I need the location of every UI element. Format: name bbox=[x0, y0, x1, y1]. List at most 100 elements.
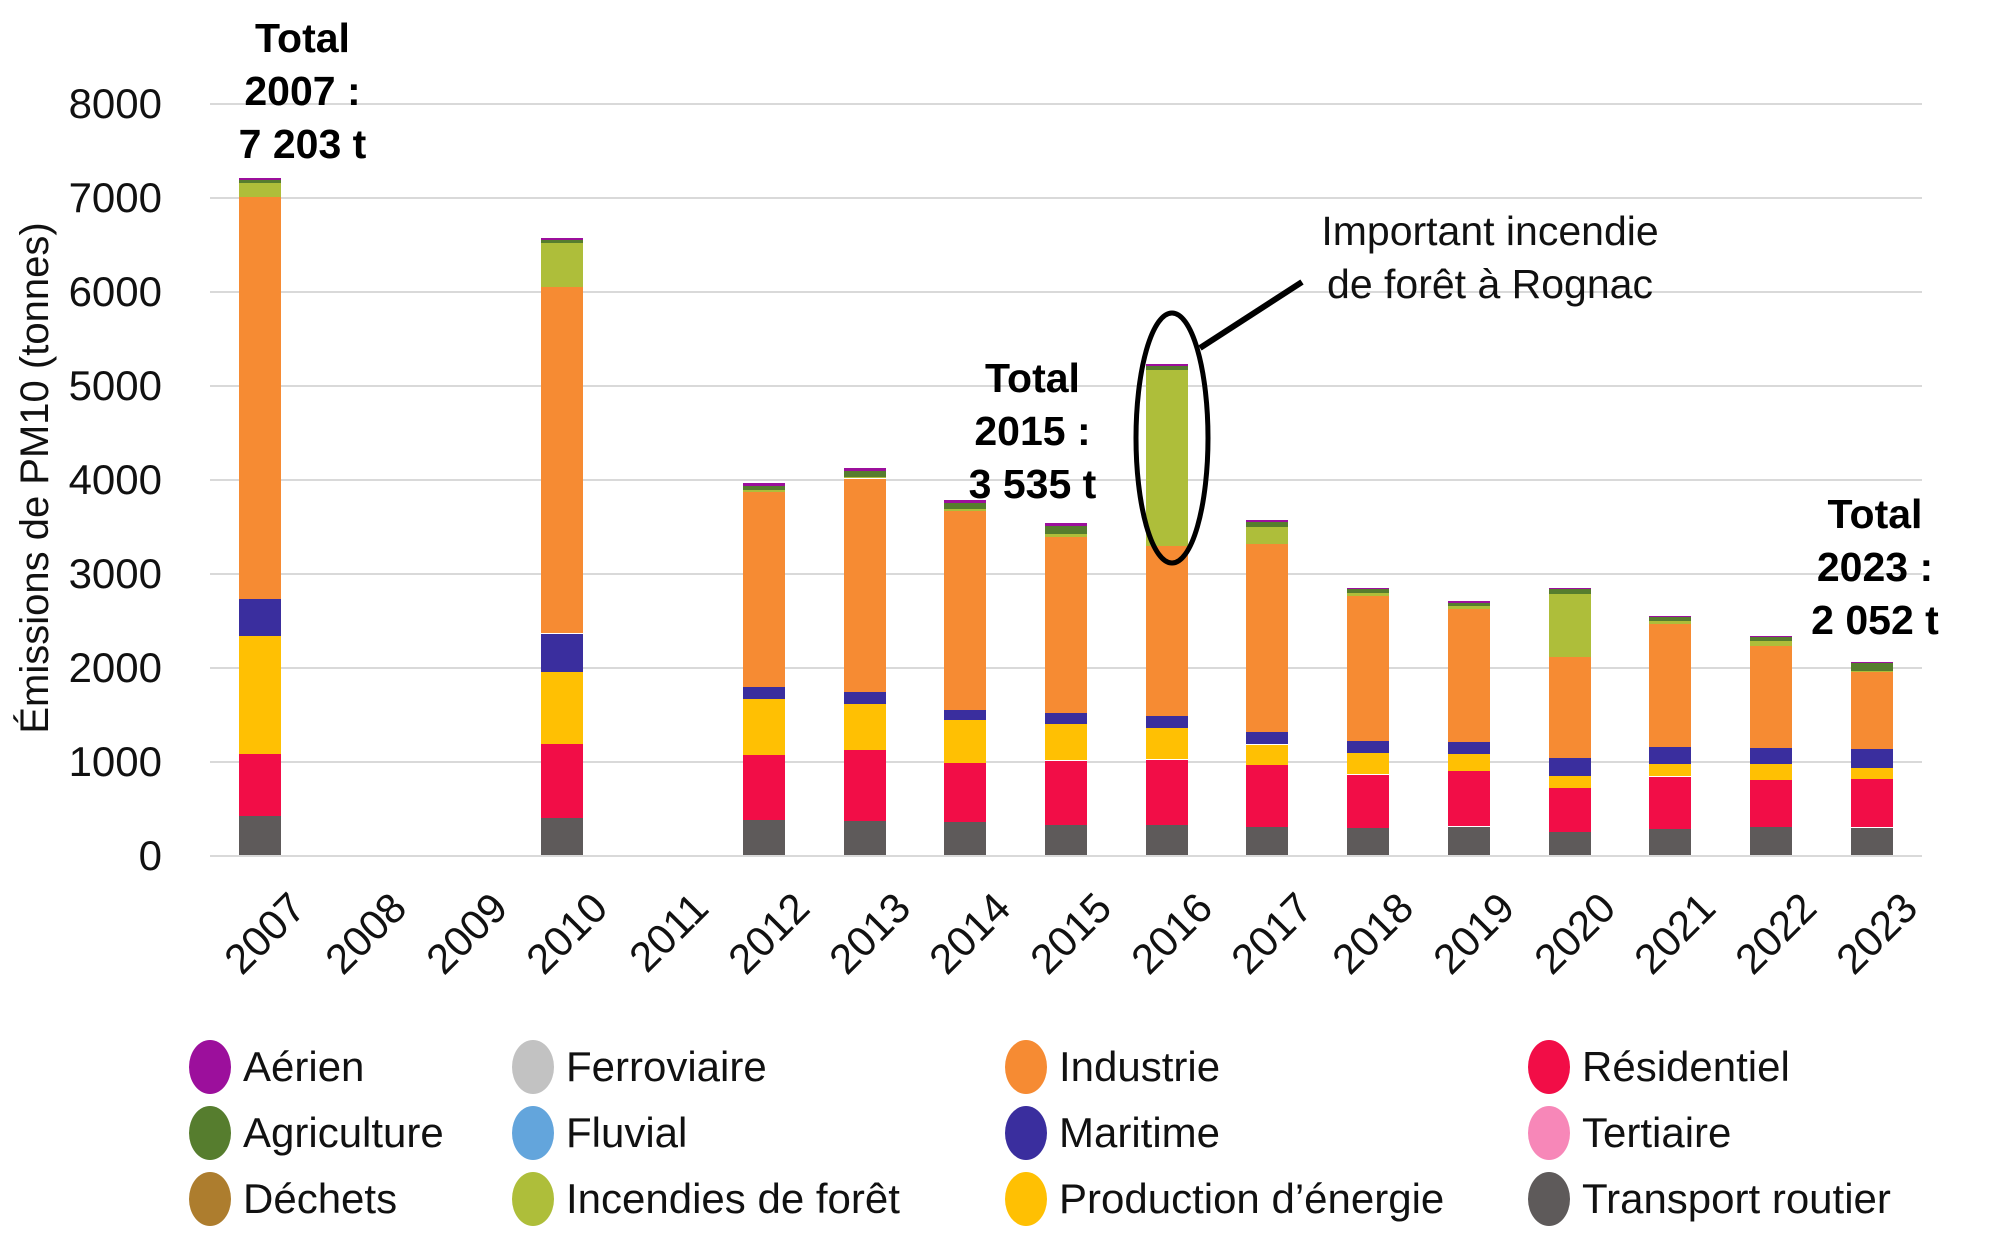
bar-2021-a-rien bbox=[1649, 616, 1691, 617]
gridline-8000 bbox=[210, 103, 1922, 105]
bar-2012-production-d-nergie bbox=[743, 699, 785, 755]
bar-2018-transport-routier bbox=[1347, 828, 1389, 855]
x-tick-label-2007: 2007 bbox=[214, 883, 314, 983]
bar-2013-industrie bbox=[844, 479, 886, 692]
bar-2012-incendies-de-for-t bbox=[743, 490, 785, 492]
bar-2007-transport-routier bbox=[239, 816, 281, 855]
bar-2007-r-sidentiel bbox=[239, 754, 281, 816]
legend-swatch-icon bbox=[1005, 1040, 1047, 1094]
y-tick-label-3000: 3000 bbox=[68, 550, 162, 597]
bar-2015-production-d-nergie bbox=[1045, 724, 1087, 760]
bar-2014-r-sidentiel bbox=[944, 762, 986, 822]
bar-2007-a-rien bbox=[239, 178, 281, 180]
legend-label: Ferroviaire bbox=[566, 1043, 767, 1090]
total-2015-line1: Total bbox=[985, 355, 1080, 401]
bar-2017-industrie bbox=[1246, 544, 1288, 732]
fire-annotation-line1: Important incendie bbox=[1321, 208, 1659, 254]
x-tick-label-2016: 2016 bbox=[1121, 883, 1221, 983]
legend-swatch-icon bbox=[189, 1106, 231, 1160]
bar-2016-industrie bbox=[1146, 546, 1188, 716]
bar-2020-maritime bbox=[1549, 757, 1591, 776]
bar-2019-production-d-nergie bbox=[1448, 754, 1490, 771]
total-2023-line3: 2 052 t bbox=[1811, 597, 1939, 643]
bar-2010-transport-routier bbox=[541, 817, 583, 855]
bar-2023-agriculture bbox=[1851, 663, 1893, 671]
bar-2020-agriculture bbox=[1549, 589, 1591, 594]
fire-annotation-text: Important incendie de forêt à Rognac bbox=[1230, 205, 1750, 311]
bar-2018-industrie bbox=[1347, 596, 1389, 741]
bar-2018-production-d-nergie bbox=[1347, 753, 1389, 774]
x-tick-label-2022: 2022 bbox=[1725, 883, 1825, 983]
bar-2017-agriculture bbox=[1246, 522, 1288, 527]
bar-2015-r-sidentiel bbox=[1045, 761, 1087, 825]
total-2007-line2: 2007 : bbox=[244, 68, 361, 114]
bar-2010-agriculture bbox=[541, 240, 583, 243]
legend-label: Industrie bbox=[1059, 1043, 1221, 1090]
bar-2018-maritime bbox=[1347, 740, 1389, 753]
bar-2010-a-rien bbox=[541, 238, 583, 240]
bar-2012-agriculture bbox=[743, 486, 785, 490]
y-tick-label-4000: 4000 bbox=[68, 456, 162, 503]
x-tick-label-2018: 2018 bbox=[1322, 883, 1422, 983]
y-tick-label-2000: 2000 bbox=[68, 644, 162, 691]
bar-2017-incendies-de-for-t bbox=[1246, 527, 1288, 544]
x-tick-label-2013: 2013 bbox=[819, 883, 919, 983]
x-tick-label-2010: 2010 bbox=[516, 883, 616, 983]
legend-label: Production d’énergie bbox=[1059, 1175, 1445, 1222]
bar-2014-agriculture bbox=[944, 503, 986, 509]
fire-annotation-line2: de forêt à Rognac bbox=[1327, 261, 1653, 307]
bar-2013-agriculture bbox=[844, 471, 886, 477]
bar-2022-agriculture bbox=[1750, 637, 1792, 641]
legend-label: Transport routier bbox=[1582, 1175, 1891, 1222]
bar-2020-industrie bbox=[1549, 657, 1591, 758]
bar-2018-agriculture bbox=[1347, 589, 1389, 593]
bar-2018-r-sidentiel bbox=[1347, 775, 1389, 828]
legend-swatch-icon bbox=[512, 1040, 554, 1094]
legend-label: Maritime bbox=[1059, 1109, 1221, 1156]
bar-2021-agriculture bbox=[1649, 617, 1691, 621]
legend-swatch-icon bbox=[1528, 1172, 1570, 1226]
bar-2023-r-sidentiel bbox=[1851, 779, 1893, 827]
bar-2012-maritime bbox=[743, 687, 785, 699]
total-2015-line2: 2015 : bbox=[974, 408, 1091, 454]
bar-2020-a-rien bbox=[1549, 588, 1591, 589]
bar-2023-production-d-nergie bbox=[1851, 768, 1893, 779]
bar-2014-industrie bbox=[944, 511, 986, 710]
bar-2019-transport-routier bbox=[1448, 827, 1490, 855]
bar-2021-maritime bbox=[1649, 746, 1691, 764]
bar-2016-incendies-de-for-t bbox=[1146, 370, 1188, 546]
x-tick-label-2014: 2014 bbox=[919, 883, 1019, 983]
total-2007-annotation: Total 2007 : 7 203 t bbox=[185, 12, 420, 171]
bar-2010-production-d-nergie bbox=[541, 672, 583, 744]
bar-2016-transport-routier bbox=[1146, 825, 1188, 855]
legend-label: Déchets bbox=[243, 1175, 398, 1222]
bar-2010-incendies-de-for-t bbox=[541, 243, 583, 287]
bar-2022-transport-routier bbox=[1750, 827, 1792, 855]
total-2007-line1: Total bbox=[255, 15, 350, 61]
bar-2012-r-sidentiel bbox=[743, 755, 785, 820]
bar-2017-maritime bbox=[1246, 731, 1288, 744]
bar-2022-a-rien bbox=[1750, 636, 1792, 637]
x-tick-label-2012: 2012 bbox=[718, 883, 818, 983]
bar-2022-incendies-de-for-t bbox=[1750, 641, 1792, 646]
bar-2007-agriculture bbox=[239, 180, 281, 183]
x-tick-label-2011: 2011 bbox=[619, 883, 717, 981]
bar-2013-transport-routier bbox=[844, 821, 886, 855]
gridline-0 bbox=[210, 855, 1922, 857]
bar-2022-r-sidentiel bbox=[1750, 780, 1792, 827]
bar-2015-incendies-de-for-t bbox=[1045, 534, 1087, 537]
bar-2017-r-sidentiel bbox=[1246, 765, 1288, 827]
legend-swatch-icon bbox=[1005, 1106, 1047, 1160]
total-2023-line1: Total bbox=[1827, 491, 1923, 537]
bar-2007-industrie bbox=[239, 197, 281, 599]
total-2015-line3: 3 535 t bbox=[968, 461, 1097, 507]
bar-2021-industrie bbox=[1649, 624, 1691, 747]
bar-2013-production-d-nergie bbox=[844, 704, 886, 750]
bar-2015-industrie bbox=[1045, 536, 1087, 713]
bar-2017-a-rien bbox=[1246, 520, 1288, 522]
bar-2016-a-rien bbox=[1146, 364, 1188, 366]
bar-2020-production-d-nergie bbox=[1549, 776, 1591, 788]
bar-2014-a-rien bbox=[944, 500, 986, 503]
bar-2014-production-d-nergie bbox=[944, 720, 986, 763]
